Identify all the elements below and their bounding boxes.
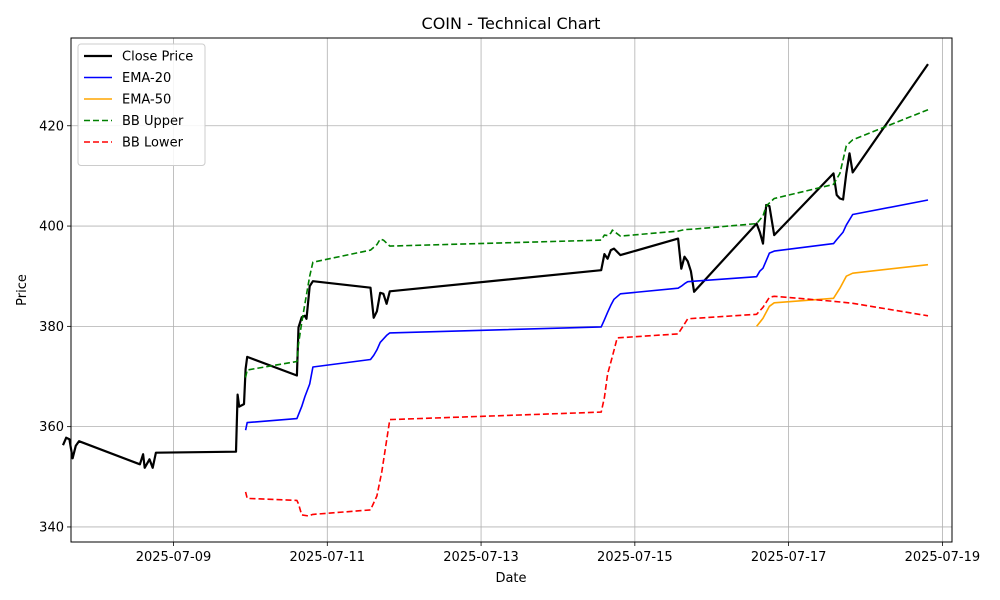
chart-title: COIN - Technical Chart xyxy=(422,14,601,33)
x-tick-label: 2025-07-17 xyxy=(751,550,827,565)
x-axis-label: Date xyxy=(495,571,526,586)
x-tick-label: 2025-07-19 xyxy=(905,550,981,565)
series-line-ema-50 xyxy=(755,263,929,327)
x-tick-label: 2025-07-13 xyxy=(443,550,519,565)
x-tick-label: 2025-07-15 xyxy=(597,550,673,565)
legend-box xyxy=(77,43,206,166)
y-tick-label: 400 xyxy=(39,220,64,235)
y-axis-label: Price xyxy=(15,274,30,306)
y-tick-label: 360 xyxy=(39,420,64,435)
legend-label: BB Upper xyxy=(122,114,184,129)
y-tick-label: 340 xyxy=(39,520,64,535)
legend: Close Price EMA-20 EMA-50 BB Upper BB Lower xyxy=(77,43,206,166)
legend-label: EMA-50 xyxy=(122,93,171,108)
axis-ticks: 2025-07-09 2025-07-11 2025-07-13 2025-07-15… xyxy=(39,119,980,565)
series-lines xyxy=(61,63,929,517)
x-tick-label: 2025-07-11 xyxy=(290,550,366,565)
x-tick-label: 2025-07-09 xyxy=(136,550,212,565)
series-line-bb-lower xyxy=(244,295,929,517)
series-line-bb-upper xyxy=(244,108,929,378)
plot-frame xyxy=(70,37,953,543)
y-tick-label: 380 xyxy=(39,320,64,335)
legend-label: Close Price xyxy=(122,50,193,65)
grid-lines xyxy=(71,38,952,542)
y-tick-label: 420 xyxy=(39,119,64,134)
series-line-ema-20 xyxy=(244,199,929,431)
legend-label: EMA-20 xyxy=(122,71,171,86)
legend-label: BB Lower xyxy=(122,136,184,151)
